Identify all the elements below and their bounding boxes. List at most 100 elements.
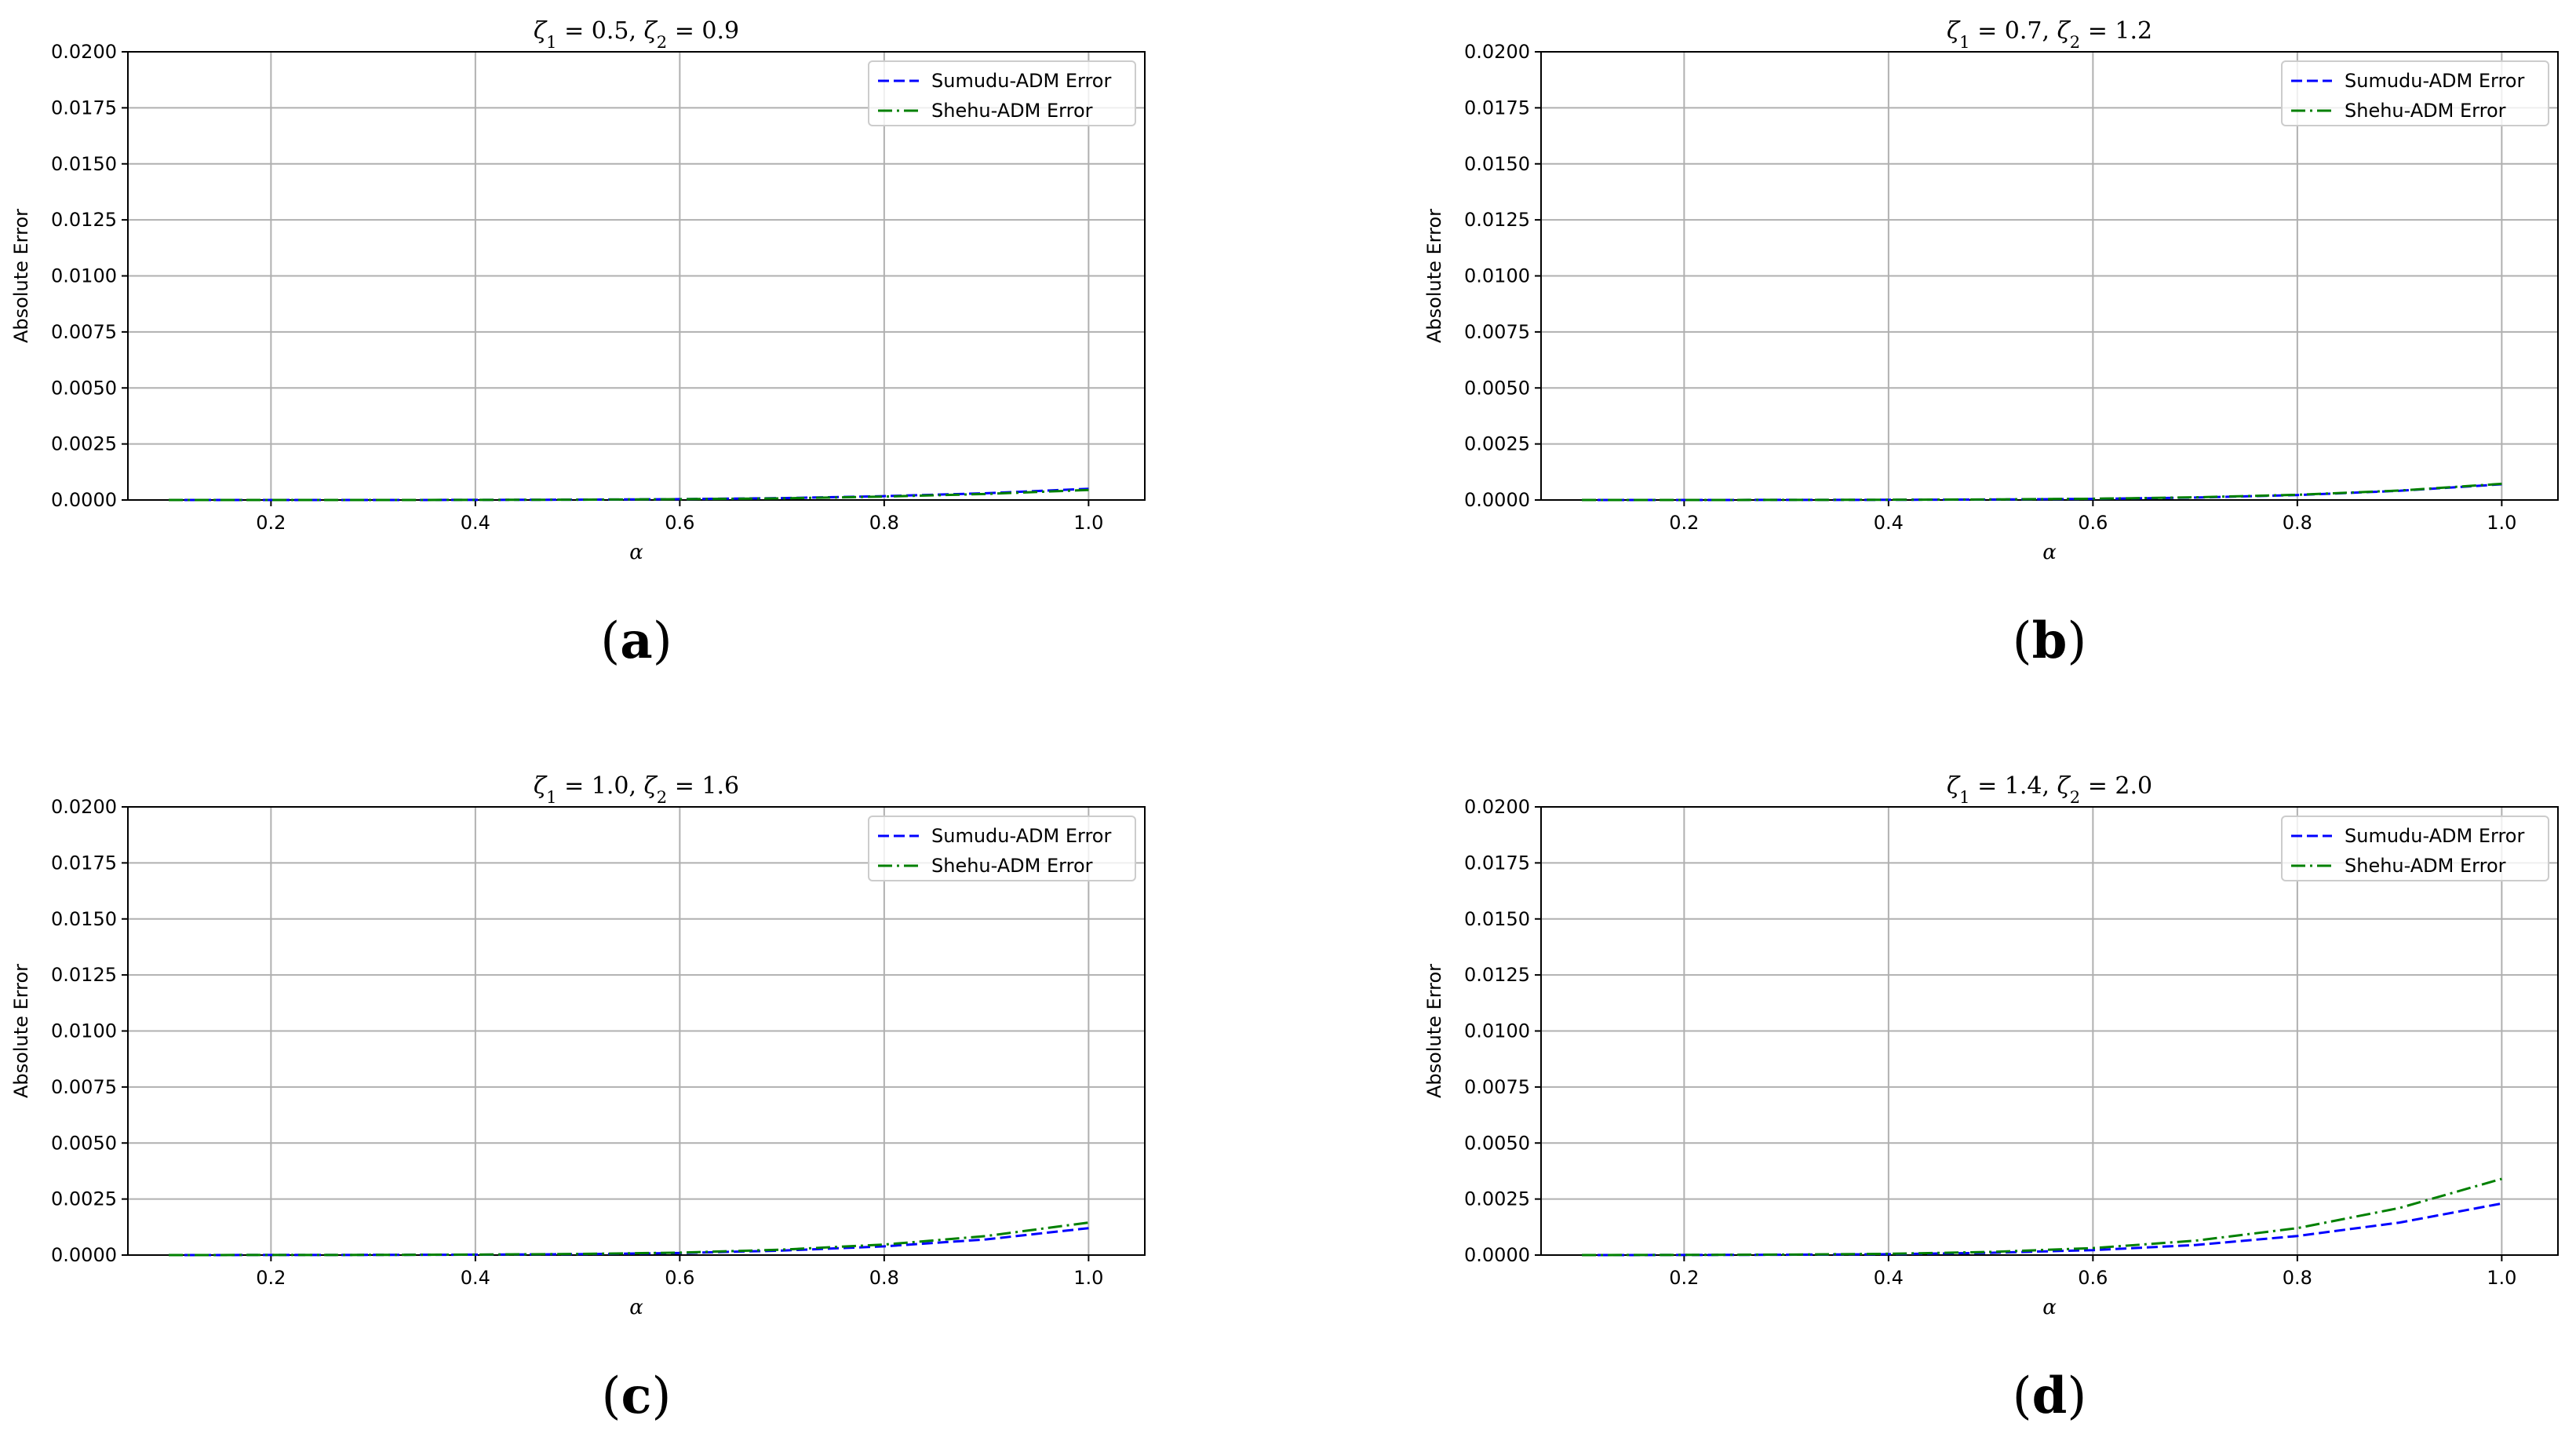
x-tick-label: 0.8	[2283, 512, 2312, 534]
caption-letter: d	[2032, 1367, 2068, 1425]
y-tick-label: 0.0150	[51, 153, 117, 175]
x-tick-label: 0.6	[2078, 512, 2108, 534]
caption-close-paren: )	[653, 612, 672, 670]
legend-box	[2281, 60, 2549, 126]
series-line-sumudu	[169, 1227, 1089, 1257]
chart-panel-2: 0.2 0.4 0.6 0.8 1.0 0.0000 0.0025 0.0050 0.0075 0…	[1423, 17, 2559, 670]
title-subscript-2: 2	[657, 33, 667, 52]
title-value-1: = 0.7,	[1970, 17, 2057, 45]
y-axis-label: Absolute Error	[1423, 964, 1445, 1098]
title-zeta-1: ζ	[1947, 17, 1961, 45]
caption-letter: b	[2032, 611, 2068, 670]
y-tick-label: 0.0150	[51, 908, 117, 930]
panel-caption: (a)	[600, 611, 672, 670]
x-tick-label: 0.8	[869, 1267, 899, 1289]
x-tick-label: 0.2	[256, 1267, 286, 1289]
x-tick-label: 0.2	[256, 512, 286, 534]
title-zeta-1: ζ	[1947, 772, 1961, 800]
y-tick-label: 0.0050	[1464, 1132, 1530, 1154]
caption-close-paren: )	[2067, 612, 2086, 670]
legend-label: Sumudu-ADM Error	[931, 70, 1111, 92]
y-tick-label: 0.0100	[1464, 1020, 1530, 1042]
chart-title: ζ1 = 1.4, ζ2 = 2.0	[1947, 772, 2152, 807]
legend-label: Shehu-ADM Error	[931, 855, 1093, 877]
title-subscript-2: 2	[2070, 33, 2080, 52]
x-tick-label: 0.6	[665, 1267, 694, 1289]
y-axis-label: Absolute Error	[10, 209, 32, 343]
panel-caption: (b)	[2013, 611, 2087, 670]
y-tick-label: 0.0100	[1464, 265, 1530, 287]
x-tick-label: 0.4	[461, 1267, 490, 1289]
title-zeta-1: ζ	[534, 17, 548, 45]
chart-panel-4: 0.2 0.4 0.6 0.8 1.0 0.0000 0.0025 0.0050 0.0075 0…	[1423, 772, 2559, 1425]
x-axis-label: α	[2042, 1296, 2057, 1319]
caption-letter: a	[620, 611, 652, 670]
series-line-shehu	[169, 488, 1089, 502]
y-tick-label: 0.0125	[1464, 964, 1530, 986]
y-tick-label: 0.0200	[1464, 41, 1530, 63]
series-line-shehu	[169, 1221, 1089, 1257]
legend-label: Shehu-ADM Error	[931, 100, 1093, 122]
title-subscript-1: 1	[546, 33, 556, 52]
title-subscript-1: 1	[1959, 33, 1969, 52]
x-tick-label: 0.2	[1669, 1267, 1699, 1289]
y-tick-label: 0.0075	[51, 1076, 117, 1098]
x-tick-label: 1.0	[2487, 1267, 2516, 1289]
panel-caption: (d)	[2013, 1367, 2087, 1425]
panel-caption: (c)	[602, 1367, 672, 1425]
legend: Sumudu-ADM Error Shehu-ADM Error	[868, 60, 1136, 126]
y-tick-label: 0.0025	[1464, 1188, 1530, 1210]
series-line-shehu	[1582, 482, 2502, 502]
legend: Sumudu-ADM Error Shehu-ADM Error	[2281, 60, 2549, 126]
y-tick-label: 0.0025	[1464, 433, 1530, 455]
y-tick-label: 0.0100	[51, 1020, 117, 1042]
y-tick-label: 0.0000	[51, 1244, 117, 1266]
y-tick-label: 0.0200	[1464, 796, 1530, 818]
title-subscript-2: 2	[2070, 788, 2080, 807]
y-axis-label: Absolute Error	[10, 964, 32, 1098]
y-tick-label: 0.0175	[1464, 852, 1530, 874]
chart-title: ζ1 = 0.5, ζ2 = 0.9	[534, 17, 739, 52]
x-tick-label: 0.4	[1874, 1267, 1904, 1289]
y-tick-label: 0.0175	[51, 97, 117, 119]
chart-title: ζ1 = 1.0, ζ2 = 1.6	[534, 772, 739, 807]
title-zeta-2: ζ	[644, 772, 658, 800]
y-tick-label: 0.0050	[1464, 377, 1530, 399]
y-tick-label: 0.0150	[1464, 153, 1530, 175]
x-tick-label: 0.8	[2283, 1267, 2312, 1289]
legend: Sumudu-ADM Error Shehu-ADM Error	[868, 816, 1136, 881]
y-tick-label: 0.0075	[1464, 1076, 1530, 1098]
y-tick-label: 0.0000	[1464, 489, 1530, 511]
title-value-2: = 1.2	[2080, 17, 2152, 45]
y-tick-label: 0.0125	[1464, 209, 1530, 231]
legend-box	[868, 816, 1136, 881]
series-line-shehu	[1582, 1177, 2502, 1257]
caption-letter: c	[621, 1367, 652, 1425]
y-tick-label: 0.0025	[51, 433, 117, 455]
x-tick-label: 1.0	[1073, 1267, 1103, 1289]
title-zeta-2: ζ	[2057, 772, 2071, 800]
legend-label: Sumudu-ADM Error	[931, 825, 1111, 847]
legend: Sumudu-ADM Error Shehu-ADM Error	[2281, 816, 2549, 881]
title-zeta-2: ζ	[2057, 17, 2071, 45]
x-tick-label: 0.6	[2078, 1267, 2108, 1289]
series-line-sumudu	[1582, 1202, 2502, 1257]
chart-panel-3: 0.2 0.4 0.6 0.8 1.0 0.0000 0.0025 0.0050 0.0075 0…	[10, 772, 1146, 1425]
caption-open-paren: (	[600, 612, 620, 670]
y-tick-label: 0.0200	[51, 41, 117, 63]
x-tick-label: 0.2	[1669, 512, 1699, 534]
x-tick-label: 0.6	[665, 512, 694, 534]
y-tick-label: 0.0175	[51, 852, 117, 874]
y-tick-label: 0.0050	[51, 377, 117, 399]
legend-label: Sumudu-ADM Error	[2345, 825, 2524, 847]
caption-close-paren: )	[2067, 1367, 2086, 1425]
y-axis-label: Absolute Error	[1423, 209, 1445, 343]
title-subscript-1: 1	[1959, 788, 1969, 807]
x-tick-label: 1.0	[1073, 512, 1103, 534]
y-tick-label: 0.0100	[51, 265, 117, 287]
title-value-2: = 0.9	[667, 17, 739, 45]
title-value-1: = 1.0,	[557, 772, 644, 800]
caption-open-paren: (	[2013, 612, 2032, 670]
y-tick-label: 0.0200	[51, 796, 117, 818]
